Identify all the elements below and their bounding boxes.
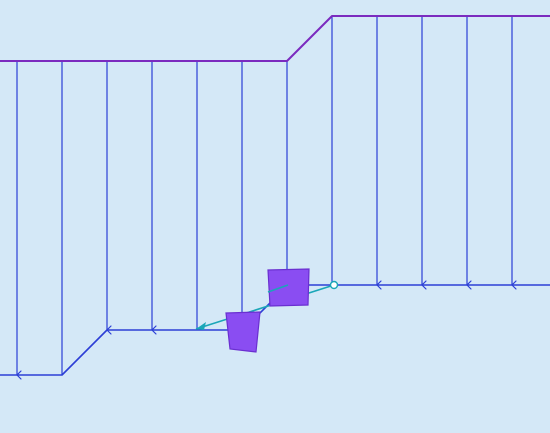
vertical-strands — [16, 16, 513, 375]
anchor-circle[interactable] — [329, 280, 339, 290]
direction-arrow — [466, 280, 472, 290]
direction-arrow — [16, 370, 22, 380]
direction-arrow — [376, 280, 382, 290]
square-block-inner-line — [267, 284, 289, 293]
connector-line — [195, 284, 335, 330]
direction-arrow — [421, 280, 427, 290]
direction-arrow — [151, 325, 157, 335]
top-edge-path — [0, 15, 550, 62]
trapezoid-block — [225, 311, 261, 353]
direction-arrow — [106, 325, 112, 335]
square-block — [267, 268, 310, 307]
direction-arrow — [511, 280, 517, 290]
connector-arrowhead — [196, 322, 206, 330]
